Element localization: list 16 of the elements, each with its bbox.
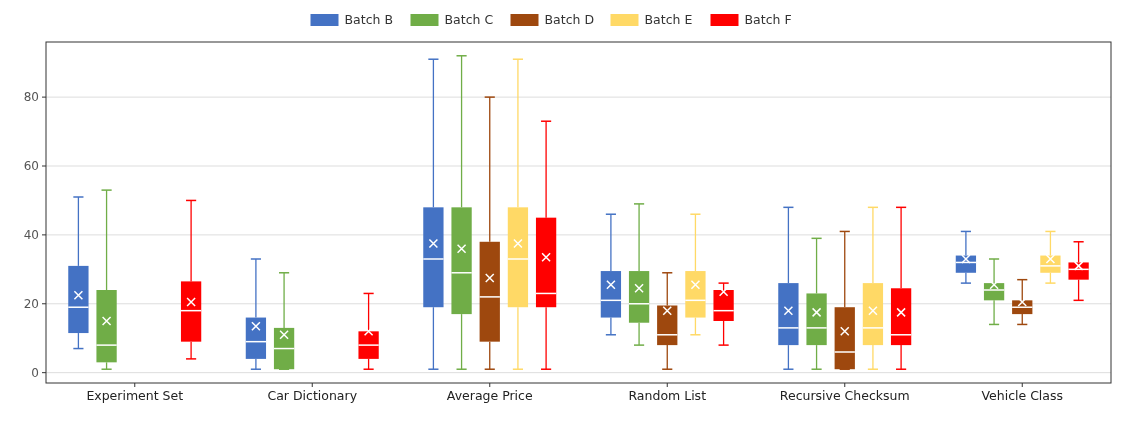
legend-label: Batch E <box>644 12 693 28</box>
y-tick-label: 20 <box>23 296 39 311</box>
y-tick-label: 80 <box>23 90 39 105</box>
legend-label: Batch B <box>344 12 393 28</box>
x-tick-label: Recursive Checksum <box>779 388 910 403</box>
x-tick-label: Car Dictionary <box>267 388 358 403</box>
y-tick-label: 40 <box>23 228 39 243</box>
x-tick-label: Vehicle Class <box>981 388 1064 403</box>
legend-label: Batch D <box>544 12 595 28</box>
legend-label: Batch C <box>444 12 494 28</box>
y-tick-label: 0 <box>31 365 39 380</box>
x-tick-label: Random List <box>628 388 707 403</box>
y-tick-label: 60 <box>23 159 39 174</box>
x-tick-label: Experiment Set <box>86 388 184 403</box>
x-tick-label: Average Price <box>446 388 533 403</box>
legend-label: Batch F <box>744 12 792 28</box>
